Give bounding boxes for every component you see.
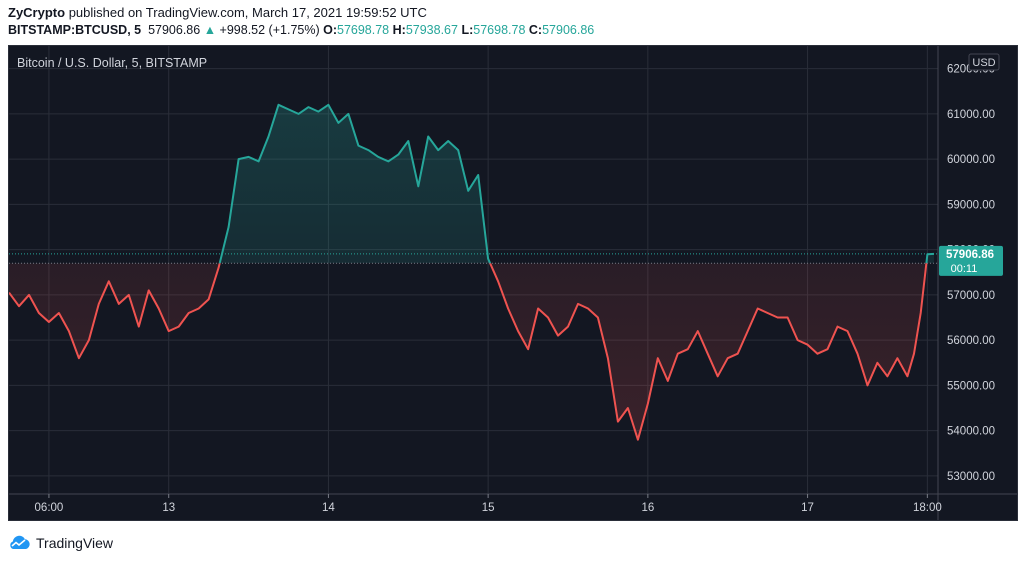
- price-line-down: [9, 263, 928, 441]
- publish-line: ZyCrypto published on TradingView.com, M…: [8, 4, 1018, 21]
- footer-brand[interactable]: TradingView: [6, 532, 113, 554]
- price-value: 57906.86: [148, 23, 201, 37]
- chart-header: ZyCrypto published on TradingView.com, M…: [8, 4, 1018, 39]
- y-tick-label: 61000.00: [947, 109, 995, 121]
- open-value: 57698.78: [337, 23, 390, 37]
- publisher-name[interactable]: ZyCrypto: [8, 5, 66, 20]
- x-tick-label: 17: [801, 502, 814, 514]
- series-below-baseline: [9, 263, 934, 441]
- up-arrow-icon: ▲: [203, 23, 217, 37]
- area-fill-down: [9, 263, 934, 440]
- y-tick-label: 59000.00: [947, 199, 995, 211]
- close-value: 57906.86: [542, 23, 595, 37]
- price-chart[interactable]: 62000.0061000.0060000.0059000.0058000.00…: [8, 45, 1018, 521]
- tradingview-brand: TradingView: [36, 535, 114, 551]
- tradingview-logo-icon: [10, 535, 30, 549]
- chart-title: Bitcoin / U.S. Dollar, 5, BITSTAMP: [17, 56, 207, 70]
- y-tick-label: 53000.00: [947, 471, 995, 483]
- last-price-tag: [939, 245, 1003, 276]
- low-label: L:: [461, 23, 474, 37]
- chart-canvas[interactable]: 62000.0061000.0060000.0059000.0058000.00…: [9, 46, 1017, 520]
- y-tick-label: 60000.00: [947, 154, 995, 166]
- y-tick-label: 56000.00: [947, 335, 995, 347]
- y-tick-label: 54000.00: [947, 426, 995, 438]
- close-label: C:: [528, 23, 543, 37]
- high-value: 57938.67: [405, 23, 458, 37]
- x-tick-label: 15: [482, 502, 495, 514]
- published-text: published on TradingView.com, March 17, …: [68, 5, 427, 20]
- x-tick-label: 18:00: [913, 502, 942, 514]
- x-tick-label: 06:00: [35, 502, 64, 514]
- y-tick-label: 57000.00: [947, 290, 995, 302]
- open-label: O:: [323, 23, 337, 37]
- x-tick-label: 13: [162, 502, 175, 514]
- high-label: H:: [392, 23, 406, 37]
- low-value: 57698.78: [473, 23, 526, 37]
- countdown-label: 00:11: [951, 263, 978, 275]
- currency-badge[interactable]: [968, 53, 1000, 71]
- ohlc-line: BITSTAMP:BTCUSD, 5 57906.86 ▲ +998.52 (+…: [8, 21, 1018, 39]
- y-tick-label: 55000.00: [947, 380, 995, 392]
- change-value: +998.52 (+1.75%): [219, 23, 320, 37]
- symbol-label[interactable]: BITSTAMP:BTCUSD, 5: [8, 23, 142, 37]
- price-line-up: [218, 103, 935, 264]
- currency-label: USD: [972, 57, 995, 69]
- x-tick-label: 16: [641, 502, 654, 514]
- series-above-baseline: [218, 103, 935, 264]
- x-tick-label: 14: [322, 502, 335, 514]
- area-fill-up: [219, 104, 934, 264]
- axes: 62000.0061000.0060000.0059000.0058000.00…: [9, 46, 1017, 520]
- price-series: [9, 103, 938, 441]
- last-price-label: 57906.86: [946, 249, 994, 261]
